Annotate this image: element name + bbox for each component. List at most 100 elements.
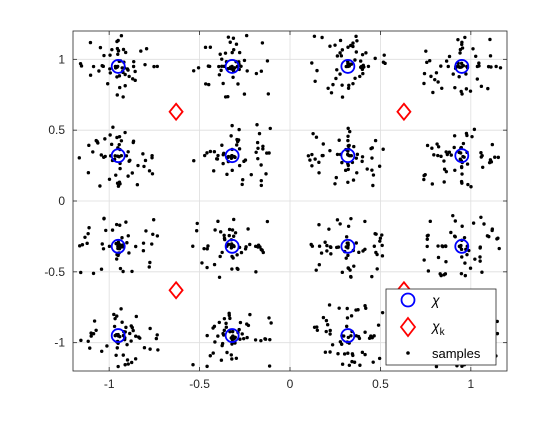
sample-point [131,64,136,69]
sample-point [453,85,457,90]
legend-samples-marker [406,351,410,355]
sample-point [259,338,263,343]
sample-point [220,57,224,61]
sample-point [125,342,129,347]
chi-k-point [396,102,412,122]
sample-point [358,363,362,367]
sample-point [442,180,446,184]
sample-point [121,269,125,274]
sample-point [360,52,365,57]
sample-point [363,330,367,334]
sample-point [125,67,130,71]
sample-point [498,66,503,70]
sample-point [314,268,318,272]
sample-point [496,236,500,240]
sample-point [226,94,230,99]
sample-point [217,73,222,77]
sample-point [451,72,455,76]
sample-point [245,322,249,326]
sample-point [230,123,234,128]
sample-point [354,156,359,160]
sample-point [490,142,495,147]
sample-point [114,173,118,177]
sample-point [426,233,430,237]
chi-k-point [168,102,184,122]
sample-point [222,328,227,333]
chi-point [224,238,240,254]
sample-point [87,143,91,148]
sample-point [83,235,87,239]
sample-point [360,159,364,164]
sample-point [207,64,212,69]
sample-point [462,155,466,159]
sample-point [347,143,351,148]
sample-point [243,158,248,162]
sample-point [425,244,429,249]
sample-point [128,158,132,162]
sample-point [325,249,329,253]
sample-point [317,160,321,165]
sample-point [123,363,127,367]
sample-point [242,92,247,96]
sample-point [354,241,358,245]
sample-point [444,259,448,264]
sample-point [102,155,106,159]
sample-point [361,249,365,253]
sample-point [261,250,265,255]
sample-point [346,64,350,69]
sample-point [217,64,221,69]
sample-point [459,247,464,252]
sample-point [226,66,231,71]
sample-point [112,324,117,329]
sample-point [116,334,120,338]
sample-point [235,143,239,147]
sample-point [217,275,222,279]
sample-point [372,244,377,248]
sample-point [151,232,155,237]
sample-point [465,252,469,257]
sample-point [425,143,430,148]
sample-point [422,177,426,182]
sample-point [236,138,241,142]
sample-point [482,222,486,226]
sample-point [376,323,381,327]
sample-point [78,61,83,66]
sample-point [367,336,372,340]
sample-point [221,81,225,86]
sample-point [141,152,145,156]
sample-point [458,51,462,55]
sample-point [91,150,95,154]
sample-point [107,244,112,249]
sample-point [237,327,241,332]
sample-point [436,244,440,248]
sample-point [89,334,93,338]
sample-point [344,256,348,260]
sample-point [452,234,457,238]
sample-point [102,53,106,58]
sample-point [237,163,242,168]
sample-point [364,306,368,310]
sample-point [326,86,330,90]
sample-point [226,242,231,247]
sample-point [445,152,450,157]
sample-point [449,230,453,235]
sample-point [348,268,352,272]
sample-point [220,143,224,147]
sample-point [86,170,91,175]
sample-point [234,356,239,360]
sample-point [150,242,154,246]
sample-point [346,335,351,340]
sample-point [265,219,270,224]
sample-point [330,343,335,347]
chi-point [340,238,356,254]
sample-point [121,95,125,99]
sample-point [475,77,480,81]
sample-point [372,334,376,338]
sample-point [264,172,268,176]
sample-point [329,91,334,95]
sample-point [351,81,355,86]
sample-point [466,182,470,187]
sample-point [358,59,363,63]
sample-point [203,45,208,50]
